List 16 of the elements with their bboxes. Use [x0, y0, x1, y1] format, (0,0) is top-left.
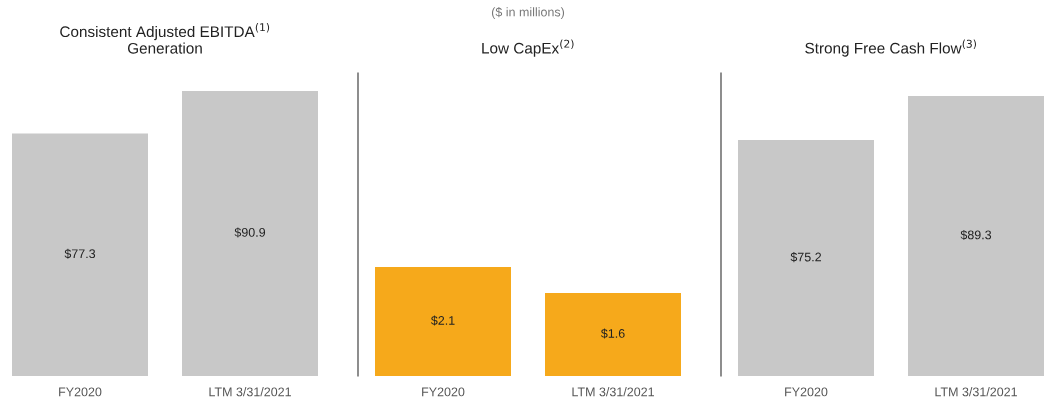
data-label: $1.6 [600, 328, 625, 339]
data-label: $75.2 [790, 252, 822, 263]
x-tick-label: FY2020 [59, 387, 102, 397]
data-label: $90.9 [234, 227, 266, 238]
x-tick-label: LTM 3/31/2021 [572, 387, 654, 397]
x-tick-label: LTM 3/31/2021 [935, 387, 1017, 397]
x-tick-label: FY2020 [422, 387, 465, 397]
data-label: $89.3 [960, 229, 992, 241]
chart-title: Strong Free Cash Flow$^{(3)}$ [805, 39, 976, 57]
chart-title: Low CapEx$^{(2)}$ [482, 39, 574, 57]
x-tick-label: LTM 3/31/2021 [209, 387, 291, 397]
data-label: $77.3 [64, 248, 96, 259]
chart-title: Consistent Adjusted EBITDA$^{(1)}$ Generation [60, 23, 270, 54]
chart-subtitle: ($ in millions) [491, 7, 565, 19]
x-tick-label: FY2020 [785, 387, 828, 397]
data-label: $2.1 [430, 315, 455, 326]
